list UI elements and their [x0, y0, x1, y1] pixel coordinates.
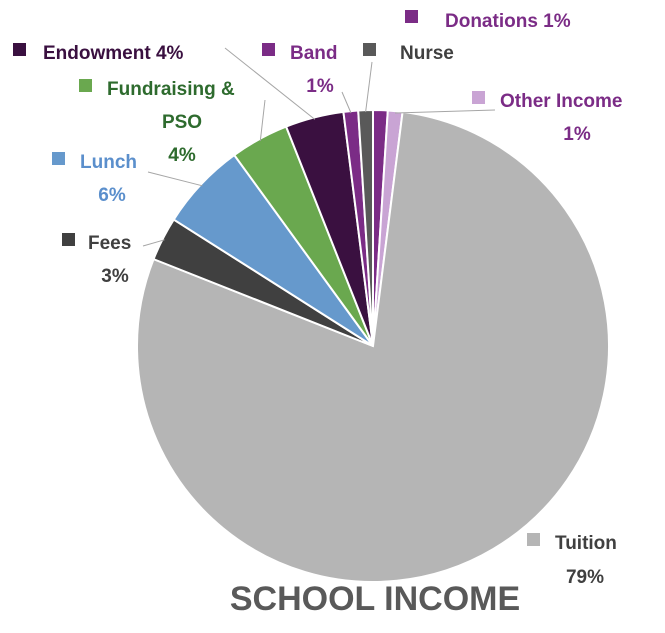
slice-label-tuition-pct: 79%	[566, 567, 604, 588]
slice-label-band-pct: 1%	[306, 76, 334, 97]
label-swatch-fees	[62, 233, 75, 246]
label-swatch-endowment	[13, 43, 26, 56]
label-swatch-nurse	[363, 43, 376, 56]
slice-label-other-income-name: Other Income	[500, 91, 622, 112]
label-swatch-lunch	[52, 152, 65, 165]
slice-label-fundraising-pso-name1: Fundraising &	[107, 79, 235, 100]
slice-label-other-income-pct: 1%	[563, 124, 591, 145]
slice-label-endowment-name+pct: Endowment 4%	[43, 43, 184, 64]
slice-label-fundraising-pso-name2: PSO	[162, 112, 202, 133]
slice-label-donations-name+pct: Donations 1%	[445, 11, 571, 32]
leader-line-lunch	[147, 171, 203, 187]
label-swatch-fundraising-pso	[79, 79, 92, 92]
slice-label-fees-pct: 3%	[101, 266, 129, 287]
slice-label-band-name: Band	[290, 43, 338, 64]
leader-line-band	[341, 91, 352, 114]
leader-line-fees	[142, 239, 165, 247]
slice-labels: Donations 1% Other Income 1% Tuition 79% Fees…	[13, 10, 622, 588]
slice-label-tuition-name: Tuition	[555, 533, 617, 554]
slice-label-lunch-name: Lunch	[80, 152, 137, 173]
label-swatch-tuition	[527, 533, 540, 546]
label-swatch-band	[262, 43, 275, 56]
slice-label-fundraising-pso-pct: 4%	[168, 145, 196, 166]
pie-slices	[135, 108, 610, 583]
leader-line-fundraising-pso	[259, 99, 266, 141]
label-swatch-donations	[405, 10, 418, 23]
pie-slice-tuition	[135, 110, 610, 583]
leader-line-nurse	[365, 61, 373, 113]
slice-label-nurse-name: Nurse	[400, 43, 454, 64]
chart-title: SCHOOL INCOME	[230, 580, 520, 618]
leader-line-endowment	[224, 47, 316, 120]
label-swatch-other-income	[472, 91, 485, 104]
slice-label-lunch-pct: 6%	[98, 185, 126, 206]
slice-label-fees-name: Fees	[88, 233, 131, 254]
leader-lines	[142, 47, 496, 247]
leader-line-other-income	[394, 109, 496, 114]
